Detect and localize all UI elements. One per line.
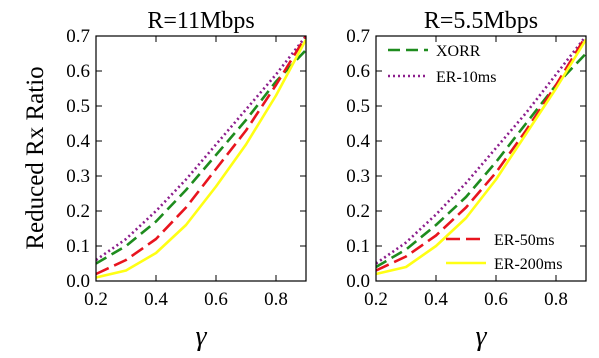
x-tick-label: 0.8 — [544, 289, 568, 310]
series-line-xorr — [376, 52, 586, 269]
y-tick-label: 0.2 — [66, 201, 90, 222]
series-line-er-200ms — [96, 38, 306, 279]
x-tick-label: 0.2 — [364, 289, 388, 310]
y-tick-label: 0.7 — [66, 26, 90, 47]
series-line-er-10ms — [96, 36, 306, 262]
x-tick-label: 0.4 — [144, 289, 168, 310]
chart-title: R=5.5Mbps — [424, 8, 538, 34]
plot-frame — [375, 35, 587, 282]
series-line-xorr — [96, 49, 306, 265]
series-line-er-50ms — [96, 36, 306, 276]
y-tick-label: 0.5 — [66, 96, 90, 117]
y-tick-label: 0.6 — [346, 61, 370, 82]
series-line-er-200ms — [376, 38, 586, 276]
y-tick-label: 0.5 — [346, 96, 370, 117]
legend-label-er-10ms: ER-10ms — [436, 69, 496, 86]
x-tick-label: 0.6 — [204, 289, 228, 310]
x-tick-label: 0.4 — [424, 289, 448, 310]
x-tick-label: 0.6 — [484, 289, 508, 310]
y-tick-label: 0.6 — [66, 61, 90, 82]
y-tick-label: 0.3 — [346, 166, 370, 187]
x-axis-label: γ — [475, 321, 487, 352]
y-tick-label: 0.7 — [346, 26, 370, 47]
y-tick-label: 0.4 — [346, 131, 370, 152]
y-tick-label: 0.1 — [346, 236, 370, 257]
y-axis-label: Reduced Rx Ratio — [22, 66, 49, 249]
y-tick-label: 0.0 — [66, 271, 90, 292]
legend-label-xorr: XORR — [436, 43, 481, 60]
y-tick-label: 0.4 — [66, 131, 90, 152]
y-tick-label: 0.1 — [66, 236, 90, 257]
y-tick-label: 0.0 — [346, 271, 370, 292]
x-tick-label: 0.8 — [264, 289, 288, 310]
legend-label-er-200ms: ER-200ms — [494, 256, 562, 273]
chart-panel-1: R=11Mbps 0.0 0.1 0.2 0.3 0.4 0.5 0.6 0.7 0.2 0.4 0.… — [66, 8, 307, 352]
series-line-er-50ms — [376, 36, 586, 272]
x-axis-label: γ — [195, 321, 207, 352]
plot-frame — [95, 35, 307, 282]
legend-label-er-50ms: ER-50ms — [494, 232, 554, 249]
chart-panel-2: R=5.5Mbps 0.0 0.1 0.2 0.3 0.4 0.5 0.6 0.7 0.2 0.4 0… — [346, 8, 587, 352]
chart-title: R=11Mbps — [147, 8, 254, 34]
y-tick-label: 0.3 — [66, 166, 90, 187]
y-tick-label: 0.2 — [346, 201, 370, 222]
panels: R=11Mbps 0.0 0.1 0.2 0.3 0.4 0.5 0.6 0.7 0.2 0.4 0.… — [66, 8, 587, 352]
x-tick-label: 0.2 — [84, 289, 108, 310]
